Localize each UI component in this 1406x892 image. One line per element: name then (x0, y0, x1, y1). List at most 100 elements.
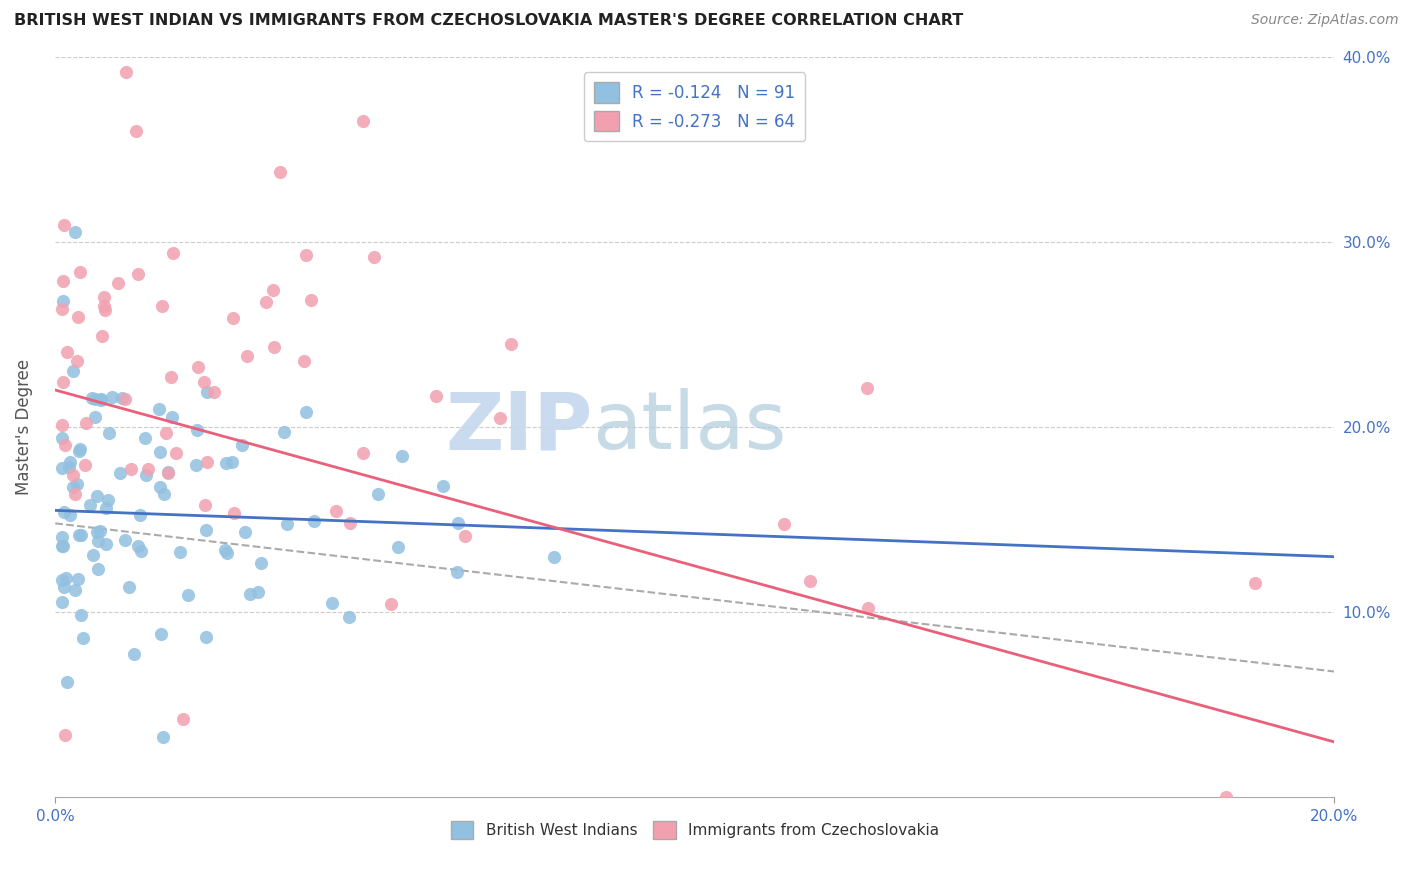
Point (152, 730, 174, 744)
Point (254, 294, 277, 309)
Point (127, 267, 149, 281)
Point (239, 587, 262, 601)
Point (118, 580, 141, 594)
Point (115, 65, 138, 79)
Text: Source: ZipAtlas.com: Source: ZipAtlas.com (1251, 13, 1399, 28)
Point (72, 631, 94, 645)
Point (148, 402, 170, 417)
Point (84, 392, 107, 407)
Point (387, 540, 409, 554)
Point (59, 454, 82, 468)
Point (177, 588, 200, 602)
Point (235, 349, 257, 363)
Point (194, 499, 217, 513)
Point (499, 336, 522, 351)
Point (129, 543, 152, 558)
Point (1215, 790, 1237, 805)
Point (53, 505, 76, 519)
Point (339, 516, 361, 530)
Point (446, 565, 468, 579)
Point (352, 113, 374, 128)
Point (135, 468, 157, 483)
Point (51, 530, 73, 544)
Point (114, 392, 136, 406)
Point (51, 301, 73, 316)
Point (80, 391, 103, 405)
Point (111, 391, 134, 405)
Point (295, 404, 318, 418)
Point (107, 276, 129, 290)
Point (121, 461, 143, 475)
Point (53, 580, 76, 594)
Point (67, 572, 90, 586)
Point (59, 508, 82, 522)
Point (214, 542, 236, 557)
Point (52, 294, 75, 309)
Point (425, 389, 447, 403)
Point (160, 370, 183, 384)
Point (52, 274, 75, 288)
Point (250, 556, 273, 570)
Point (294, 247, 316, 261)
Point (69, 264, 91, 278)
Point (262, 284, 284, 298)
Point (391, 450, 413, 464)
Point (96, 537, 118, 551)
Point (51, 418, 73, 433)
Point (52, 376, 75, 390)
Point (276, 517, 298, 532)
Point (51, 595, 73, 609)
Point (432, 479, 454, 493)
Text: ZIP: ZIP (446, 388, 592, 466)
Point (214, 457, 236, 471)
Point (87, 533, 110, 548)
Point (58, 459, 80, 474)
Point (51, 539, 73, 553)
Point (195, 455, 218, 469)
Point (62, 468, 84, 483)
Point (122, 648, 145, 662)
Point (325, 504, 347, 518)
Point (93, 290, 115, 304)
Point (195, 385, 218, 400)
Point (157, 467, 180, 481)
Point (125, 124, 148, 138)
Point (149, 444, 172, 458)
Point (55, 570, 77, 584)
Point (83, 410, 105, 425)
Point (52, 219, 75, 233)
Point (82, 548, 104, 562)
Point (304, 514, 326, 528)
Point (299, 293, 322, 307)
Point (53, 438, 76, 452)
Point (101, 390, 124, 404)
Point (156, 465, 179, 479)
Point (193, 376, 215, 390)
Point (94, 500, 117, 515)
Point (155, 425, 177, 440)
Point (543, 550, 565, 565)
Point (53, 728, 76, 742)
Point (202, 385, 225, 400)
Point (799, 574, 821, 588)
Point (380, 597, 402, 611)
Point (134, 431, 156, 445)
Point (65, 487, 87, 501)
Point (86, 524, 108, 539)
Point (62, 364, 84, 378)
Point (66, 354, 89, 368)
Point (247, 585, 270, 599)
Point (454, 529, 477, 543)
Point (150, 627, 173, 641)
Point (67, 310, 90, 325)
Point (69, 608, 91, 623)
Point (772, 517, 794, 532)
Point (292, 354, 315, 368)
Point (89, 392, 111, 406)
Point (56, 674, 79, 689)
Point (150, 299, 173, 313)
Point (75, 417, 97, 431)
Point (63, 225, 86, 239)
Point (51, 461, 73, 475)
Point (93, 299, 115, 313)
